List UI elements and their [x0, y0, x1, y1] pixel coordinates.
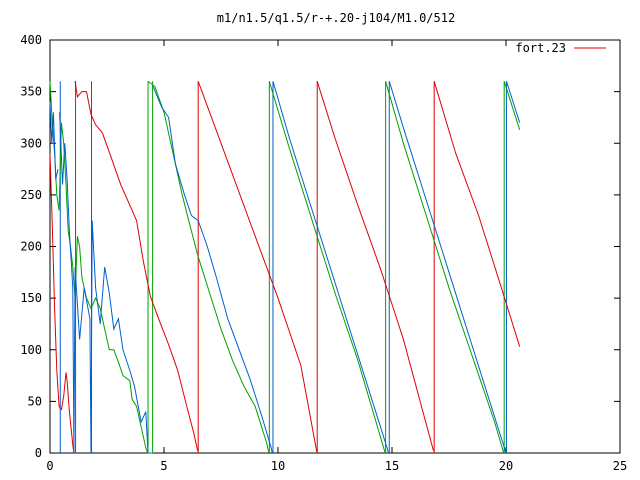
y-tick-label: 400 — [20, 33, 42, 47]
x-tick-label: 25 — [613, 459, 627, 473]
y-tick-label: 350 — [20, 85, 42, 99]
x-tick-label: 10 — [271, 459, 285, 473]
series-line-2 — [49, 80, 521, 454]
x-tick-label: 0 — [46, 459, 53, 473]
legend: fort.23 — [515, 41, 606, 55]
y-tick-label: 50 — [28, 394, 42, 408]
y-tick-label: 150 — [20, 291, 42, 305]
y-tick-label: 250 — [20, 188, 42, 202]
plot-axes: 0 50 100 150 200 250 300 350 400 0 5 10 15 20 25 — [20, 33, 627, 473]
series-line-1 — [49, 81, 521, 454]
y-tick-label: 100 — [20, 343, 42, 357]
chart-title: m1/n1.5/q1.5/r-+.20-j104/M1.0/512 — [217, 11, 455, 25]
y-tick-label: 0 — [35, 446, 42, 460]
y-tick-label: 200 — [20, 240, 42, 254]
y-tick-label: 300 — [20, 136, 42, 150]
series-layer — [49, 80, 521, 454]
series-line-3 — [49, 81, 521, 454]
x-tick-label: 15 — [385, 459, 399, 473]
x-tick-label: 5 — [160, 459, 167, 473]
x-tick-label: 20 — [499, 459, 513, 473]
legend-label: fort.23 — [515, 41, 566, 55]
